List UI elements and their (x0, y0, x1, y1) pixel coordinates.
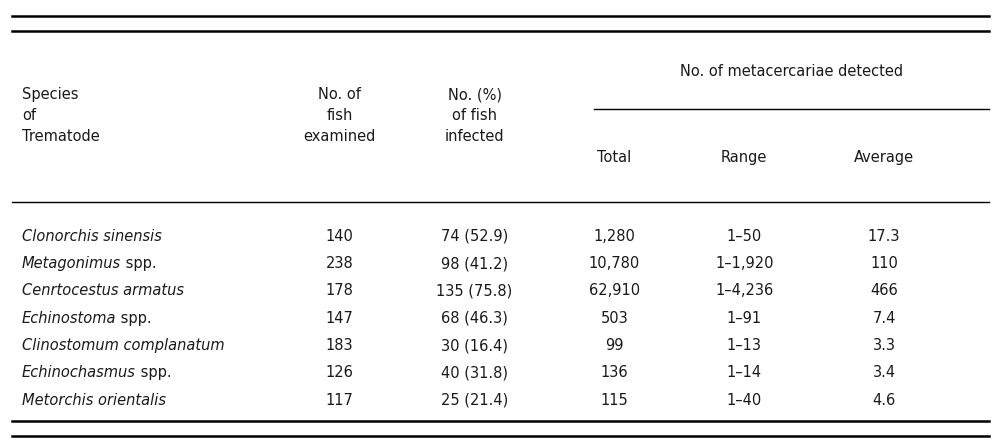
Text: Cenrtocestus armatus: Cenrtocestus armatus (22, 283, 184, 298)
Text: 466: 466 (870, 283, 898, 298)
Text: 178: 178 (326, 283, 354, 298)
Text: 3.4: 3.4 (872, 365, 896, 380)
Text: 25 (21.4): 25 (21.4) (441, 392, 508, 408)
Text: 1–50: 1–50 (726, 229, 762, 244)
Text: 98 (41.2): 98 (41.2) (441, 256, 508, 271)
Text: 110: 110 (870, 256, 898, 271)
Text: No. (%)
of fish
infected: No. (%) of fish infected (445, 87, 504, 144)
Text: 30 (16.4): 30 (16.4) (441, 338, 508, 353)
Text: spp.: spp. (121, 256, 157, 271)
Text: Echinostoma: Echinostoma (22, 311, 117, 326)
Text: Metagonimus: Metagonimus (22, 256, 121, 271)
Text: spp.: spp. (136, 365, 172, 380)
Text: Range: Range (721, 150, 767, 166)
Text: 74 (52.9): 74 (52.9) (441, 229, 508, 244)
Text: 99: 99 (605, 338, 623, 353)
Text: Clonorchis sinensis: Clonorchis sinensis (22, 229, 162, 244)
Text: 115: 115 (600, 392, 628, 408)
Text: 4.6: 4.6 (872, 392, 896, 408)
Text: 68 (46.3): 68 (46.3) (442, 311, 507, 326)
Text: 117: 117 (326, 392, 354, 408)
Text: Average: Average (854, 150, 914, 166)
Text: 135 (75.8): 135 (75.8) (437, 283, 512, 298)
Text: 62,910: 62,910 (588, 283, 640, 298)
Text: Species
of
Trematode: Species of Trematode (22, 87, 100, 144)
Text: No. of metacercariae detected: No. of metacercariae detected (680, 64, 903, 79)
Text: spp.: spp. (117, 311, 152, 326)
Text: 1–13: 1–13 (726, 338, 762, 353)
Text: 140: 140 (326, 229, 354, 244)
Text: No. of
fish
examined: No. of fish examined (304, 87, 376, 144)
Text: 7.4: 7.4 (872, 311, 896, 326)
Text: 136: 136 (600, 365, 628, 380)
Text: 183: 183 (326, 338, 354, 353)
Text: Clinostomum complanatum: Clinostomum complanatum (22, 338, 225, 353)
Text: 3.3: 3.3 (872, 338, 896, 353)
Text: 1–14: 1–14 (726, 365, 762, 380)
Text: 40 (31.8): 40 (31.8) (441, 365, 508, 380)
Text: Total: Total (597, 150, 631, 166)
Text: 503: 503 (600, 311, 628, 326)
Text: 126: 126 (326, 365, 354, 380)
Text: 238: 238 (326, 256, 354, 271)
Text: 1,280: 1,280 (593, 229, 635, 244)
Text: 147: 147 (326, 311, 354, 326)
Text: Echinochasmus: Echinochasmus (22, 365, 136, 380)
Text: 1–91: 1–91 (726, 311, 762, 326)
Text: 1–1,920: 1–1,920 (715, 256, 773, 271)
Text: 1–4,236: 1–4,236 (715, 283, 773, 298)
Text: 1–40: 1–40 (726, 392, 762, 408)
Text: 10,780: 10,780 (588, 256, 640, 271)
Text: 17.3: 17.3 (868, 229, 900, 244)
Text: Metorchis orientalis: Metorchis orientalis (22, 392, 166, 408)
